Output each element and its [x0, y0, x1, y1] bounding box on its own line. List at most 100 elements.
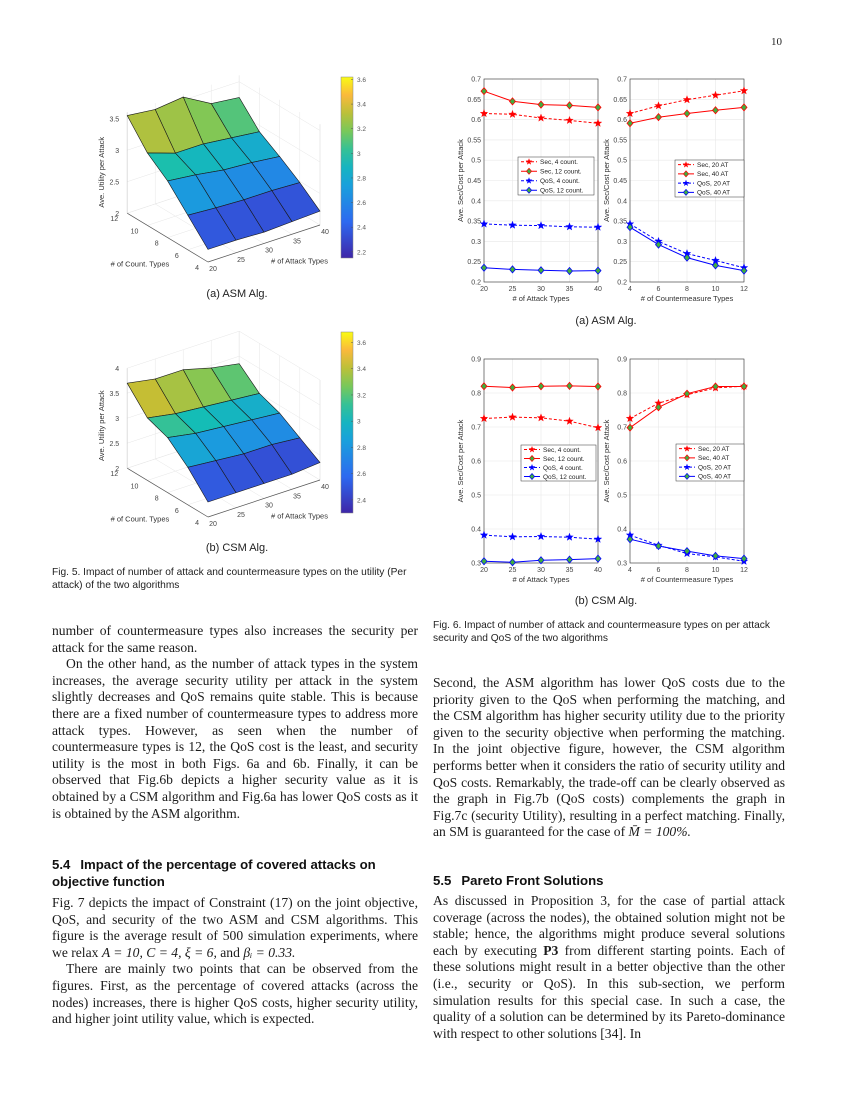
- series-line: [629, 223, 745, 269]
- section-title: Impact of the percentage of covered atta…: [52, 857, 376, 889]
- axis-line: [207, 479, 321, 518]
- data-point-star: [593, 423, 603, 432]
- x-tick-label: 25: [509, 286, 517, 293]
- x-tick-label: 20: [480, 286, 488, 293]
- colorbar-tick-label: 2.6: [357, 200, 366, 207]
- data-point-star: [508, 109, 517, 118]
- data-point-diamond: [508, 97, 517, 106]
- data-point-star: [565, 416, 574, 425]
- x-tick-label: 6: [657, 286, 661, 293]
- y-tick-label: 4: [195, 520, 199, 527]
- legend-marker-star: [683, 463, 691, 470]
- series-line: [629, 90, 745, 114]
- paragraph: number of countermeasure types also incr…: [52, 623, 418, 655]
- legend-label: Sec, 40 AT: [698, 455, 729, 462]
- legend-label: Sec, 4 count.: [543, 447, 581, 454]
- axis-line: [127, 467, 209, 518]
- x-tick-label: 8: [685, 567, 689, 574]
- data-point-star: [625, 414, 635, 423]
- math-inline: βᵢ = 0.33.: [243, 944, 296, 960]
- legend-label: QoS, 40 AT: [698, 474, 731, 481]
- data-point-diamond: [480, 557, 488, 566]
- paragraph: As discussed in Proposition 3, for the c…: [433, 893, 785, 1042]
- y-tick-label: 0.45: [467, 178, 481, 185]
- data-point-diamond: [594, 554, 602, 563]
- fig5b-subcaption: (b) CSM Alg.: [205, 542, 269, 554]
- fig5a-surface-plot: 2 2.5 3 3.5 4 6 8 10 12 20 25 30 35 40 Ave. Utility pe…: [97, 75, 366, 273]
- data-point-diamond: [683, 389, 691, 398]
- fig6b-subcaption: (b) CSM Alg.: [574, 595, 638, 607]
- legend-marker-star: [683, 445, 691, 452]
- z-tick-label: 3: [115, 148, 119, 155]
- y-tick-label: 10: [131, 228, 139, 235]
- legend: Sec, 4 count. Sec, 12 count. QoS, 4 count.…: [520, 444, 597, 482]
- data-point-star: [536, 221, 546, 230]
- fig6b-right-line-chart: 4 6 8 10 12 0.3 0.4 0.5 0.6 0.7 0.8 0.9 # of Counter…: [602, 357, 749, 584]
- y-tick-label: 4: [195, 265, 199, 272]
- x-tick-label: 20: [209, 266, 217, 273]
- x-tick-label: 8: [685, 286, 689, 293]
- data-point-star: [593, 534, 603, 543]
- legend-label: QoS, 4 count.: [540, 178, 580, 185]
- y-tick-label: 0.55: [467, 137, 481, 144]
- data-point-diamond: [740, 382, 748, 391]
- legend-label: Sec, 12 count.: [540, 169, 582, 176]
- surface-patch: [187, 460, 237, 503]
- z-tick-label: 2: [115, 466, 119, 473]
- colorbar-tick-label: 2.4: [357, 225, 366, 232]
- y-axis-label: # of Count. Types: [111, 260, 170, 269]
- bold-math: P3: [543, 942, 559, 958]
- data-point-diamond: [740, 554, 748, 563]
- z-tick-label: 3.5: [109, 391, 119, 398]
- x-tick-label: 12: [740, 567, 748, 574]
- data-point-star: [654, 101, 663, 110]
- surface-patch: [187, 207, 237, 250]
- z-axis-label: Ave. Utility per Attack: [97, 137, 106, 208]
- data-point-star: [479, 530, 489, 539]
- y-tick-label: 0.8: [617, 391, 627, 398]
- axis-line: [127, 212, 209, 263]
- x-tick-label: 12: [740, 286, 748, 293]
- legend-marker-star: [682, 161, 690, 168]
- data-point-diamond: [508, 383, 517, 392]
- page-number: 10: [771, 36, 782, 48]
- axis-line: [207, 224, 321, 263]
- x-tick-label: 40: [594, 567, 602, 574]
- legend-marker-star: [525, 158, 533, 165]
- legend-marker-diamond: [683, 454, 691, 462]
- data-point-diamond: [683, 546, 691, 556]
- text-run: and: [216, 944, 244, 960]
- math-inline: A = 10, C = 4, ξ = 6,: [101, 944, 217, 960]
- y-tick-label: 12: [110, 216, 118, 223]
- colorbar-tick-label: 2.4: [357, 497, 366, 504]
- data-point-star: [479, 414, 489, 423]
- legend-marker-diamond: [528, 472, 536, 481]
- fig6a-subcaption: (a) ASM Alg.: [575, 315, 637, 327]
- legend-label: QoS, 12 count.: [540, 188, 584, 195]
- colorbar-tick-label: 2.8: [357, 175, 366, 182]
- colorbar-tick-label: 3.2: [357, 392, 366, 399]
- data-point-star: [565, 532, 574, 541]
- data-point-star: [536, 413, 546, 422]
- legend-label: Sec, 20 AT: [698, 446, 729, 453]
- y-tick-label: 0.6: [617, 459, 627, 466]
- x-tick-label: 4: [628, 567, 632, 574]
- y-axis-label: # of Count. Types: [111, 515, 170, 524]
- y-tick-label: 0.35: [613, 219, 627, 226]
- data-point-star: [593, 222, 603, 231]
- legend-label: QoS, 20 AT: [697, 180, 730, 187]
- colorbar-tick-label: 3.4: [357, 102, 366, 109]
- section-heading-5-4: 5.4 Impact of the percentage of covered a…: [52, 856, 418, 890]
- x-tick-label: 20: [480, 567, 488, 574]
- y-tick-label: 0.4: [617, 198, 627, 205]
- paragraph: On the other hand, as the number of atta…: [52, 656, 418, 821]
- y-tick-label: 0.3: [617, 561, 627, 568]
- y-tick-label: 0.6: [471, 117, 481, 124]
- y-tick-label: 0.2: [617, 280, 627, 287]
- data-point-diamond: [594, 103, 602, 112]
- left-column-text: number of countermeasure types also incr…: [52, 623, 418, 822]
- y-tick-label: 0.3: [471, 239, 481, 246]
- x-tick-label: 25: [237, 257, 245, 264]
- data-point-diamond: [711, 382, 720, 391]
